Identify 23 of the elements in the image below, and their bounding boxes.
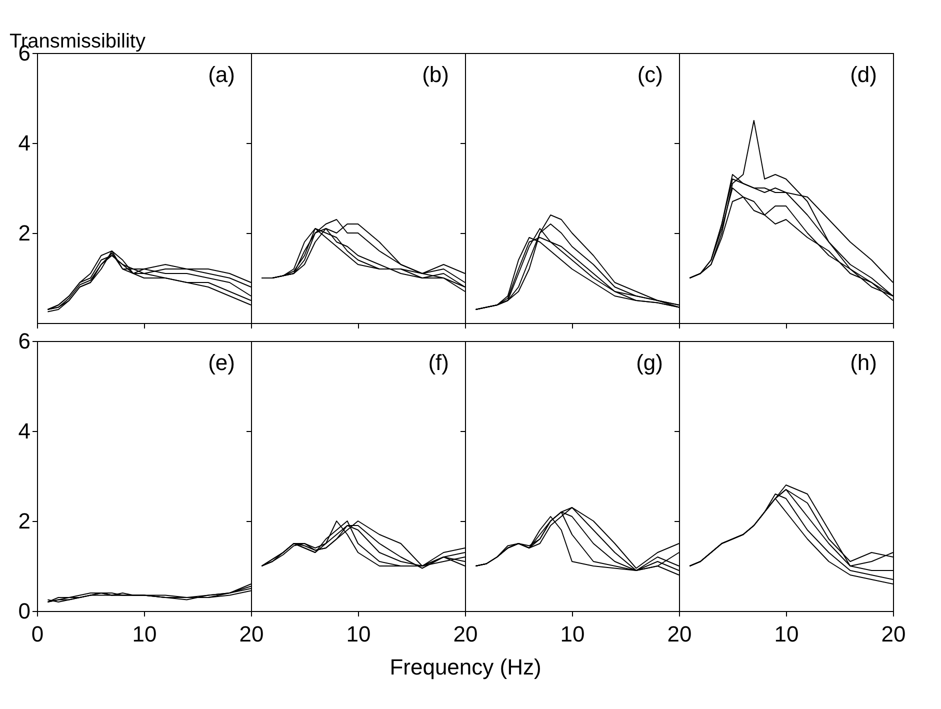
chart-title: (e) bbox=[208, 350, 235, 375]
chart-title: (h) bbox=[850, 350, 877, 375]
x-tick-label: 10 bbox=[774, 622, 799, 646]
y-tick-label: 2 bbox=[18, 220, 30, 246]
chart-title: (f) bbox=[428, 350, 449, 375]
y-tick-label: 4 bbox=[18, 130, 30, 156]
x-tick-label: 20 bbox=[881, 622, 906, 646]
x-tick-label: 20 bbox=[239, 622, 264, 646]
chart-title: (b) bbox=[422, 62, 449, 87]
x-tick-label: 10 bbox=[346, 622, 371, 646]
x-axis-title: Frequency (Hz) bbox=[390, 654, 542, 680]
x-tick-label: 10 bbox=[132, 622, 157, 646]
y-tick-label: 0 bbox=[18, 598, 30, 624]
chart-title: (d) bbox=[850, 62, 877, 87]
x-tick-label: 10 bbox=[560, 622, 585, 646]
x-tick-label: 20 bbox=[453, 622, 478, 646]
y-tick-label: 4 bbox=[18, 418, 30, 444]
x-tick-label: 20 bbox=[667, 622, 692, 646]
y-tick-label: 2 bbox=[18, 508, 30, 534]
chart-title: (g) bbox=[636, 350, 663, 375]
chart-title: (c) bbox=[637, 62, 663, 87]
y-tick-label: 6 bbox=[18, 328, 30, 354]
chart-title: (a) bbox=[208, 62, 235, 87]
